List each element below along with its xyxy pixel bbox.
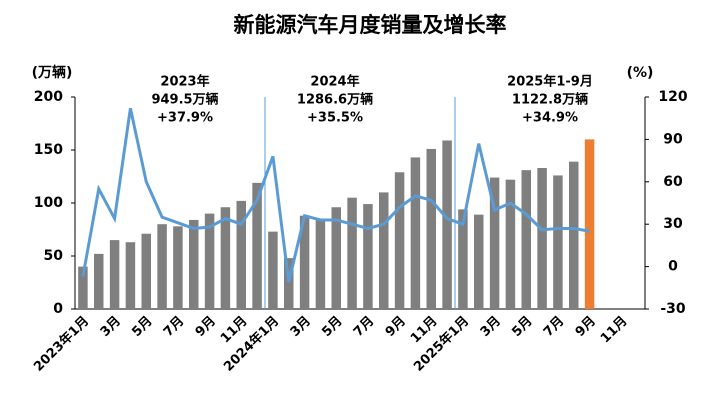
x-tick-label: 11月 bbox=[598, 314, 631, 347]
y-axis-label: (万辆) bbox=[32, 64, 73, 81]
x-tick-label: 2023年1月 bbox=[31, 313, 93, 375]
y2-tick-label: 60 bbox=[663, 174, 683, 190]
annotation: 2023年 bbox=[160, 74, 209, 90]
bar bbox=[252, 182, 262, 309]
x-tick-label: 7月 bbox=[161, 314, 187, 340]
annotation: 2025年1-9月 bbox=[507, 74, 593, 90]
annotation: +37.9% bbox=[157, 111, 213, 126]
y2-tick-label: 0 bbox=[668, 259, 678, 275]
annotation: 2024年 bbox=[310, 74, 359, 90]
bar bbox=[157, 224, 167, 309]
x-tick-label: 9月 bbox=[573, 314, 599, 340]
bar bbox=[584, 139, 595, 309]
x-tick-label: 5月 bbox=[319, 314, 345, 340]
bar bbox=[125, 242, 136, 309]
bar bbox=[489, 177, 500, 309]
x-tick-label: 9月 bbox=[383, 314, 409, 340]
bar bbox=[505, 179, 516, 309]
bar bbox=[94, 253, 104, 309]
y2-tick-label: 30 bbox=[663, 216, 683, 232]
bar bbox=[410, 157, 421, 309]
bar bbox=[331, 207, 341, 309]
annotation: 949.5万辆 bbox=[151, 92, 218, 108]
y-tick-label: 100 bbox=[34, 195, 63, 211]
bar bbox=[569, 161, 579, 309]
bar bbox=[379, 192, 389, 309]
bar bbox=[521, 170, 531, 309]
bar bbox=[442, 140, 452, 309]
y-tick-label: 0 bbox=[53, 301, 63, 317]
bar bbox=[236, 200, 246, 309]
chart-title: 新能源汽车月度销量及增长率 bbox=[234, 13, 507, 37]
bar bbox=[426, 148, 436, 309]
bar bbox=[78, 266, 88, 309]
x-tick-label: 7月 bbox=[541, 314, 567, 340]
x-tick-label: 3月 bbox=[288, 314, 314, 340]
y2-tick-label: 90 bbox=[663, 131, 683, 147]
x-tick-label: 3月 bbox=[98, 314, 124, 340]
bar bbox=[189, 219, 199, 309]
bar bbox=[553, 175, 563, 309]
y2-tick-label: 120 bbox=[658, 89, 687, 105]
bar bbox=[299, 215, 310, 309]
bar bbox=[220, 207, 231, 309]
x-tick-label: 5月 bbox=[509, 314, 535, 340]
bar bbox=[474, 214, 484, 309]
y-tick-label: 200 bbox=[34, 89, 63, 105]
annotation: 1122.8万辆 bbox=[512, 92, 588, 108]
bar bbox=[268, 231, 278, 309]
y-tick-label: 150 bbox=[34, 142, 63, 158]
bar bbox=[315, 218, 326, 309]
bar bbox=[394, 172, 405, 309]
bar bbox=[347, 197, 357, 309]
x-tick-label: 7月 bbox=[351, 314, 377, 340]
x-tick-label: 5月 bbox=[129, 314, 155, 340]
y-tick-label: 50 bbox=[44, 248, 64, 264]
x-tick-label: 9月 bbox=[193, 314, 219, 340]
bar bbox=[284, 258, 294, 309]
annotation: +34.9% bbox=[522, 111, 578, 126]
y2-axis-label: (%) bbox=[627, 65, 654, 81]
bar bbox=[109, 240, 120, 309]
y2-tick-label: -30 bbox=[660, 301, 686, 317]
bar bbox=[537, 168, 547, 309]
x-tick-label: 3月 bbox=[478, 314, 504, 340]
bar bbox=[204, 213, 215, 309]
annotation: 1286.6万辆 bbox=[297, 92, 373, 108]
bar bbox=[141, 233, 151, 309]
bar bbox=[458, 209, 468, 309]
annotation: +35.5% bbox=[307, 111, 363, 126]
bar bbox=[173, 226, 183, 309]
line bbox=[81, 107, 590, 283]
bar bbox=[363, 204, 373, 309]
